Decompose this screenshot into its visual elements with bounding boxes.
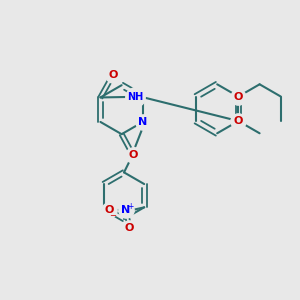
Text: O: O <box>108 70 118 80</box>
Text: N: N <box>121 205 130 215</box>
Text: O: O <box>128 150 138 160</box>
Text: +: + <box>128 202 134 211</box>
Text: O: O <box>124 223 134 232</box>
Text: O: O <box>234 116 243 126</box>
Text: N: N <box>138 117 148 127</box>
Text: −: − <box>109 211 116 220</box>
Text: NH: NH <box>127 92 143 102</box>
Text: O: O <box>234 92 243 101</box>
Text: O: O <box>105 205 114 215</box>
